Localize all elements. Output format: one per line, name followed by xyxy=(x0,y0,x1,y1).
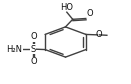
Text: O: O xyxy=(95,30,102,39)
Text: O: O xyxy=(86,9,93,18)
Text: H₂N: H₂N xyxy=(7,45,23,54)
Text: HO: HO xyxy=(60,3,73,12)
Text: S: S xyxy=(30,45,35,54)
Text: O: O xyxy=(30,32,37,41)
Text: O: O xyxy=(30,57,37,66)
